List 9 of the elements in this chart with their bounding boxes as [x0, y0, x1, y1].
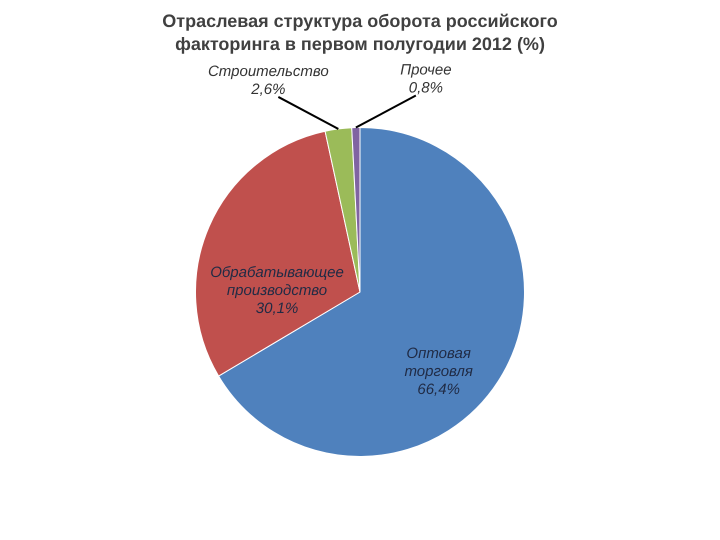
slice-label: Обрабатывающее производство: [210, 264, 344, 299]
chart-title: Отраслевая структура оборота российского факторинга в первом полугодии 2012 (%): [161, 10, 559, 56]
slice-label: Прочее: [400, 62, 452, 79]
data-label: 0,8%: [408, 80, 443, 97]
slice-label: Оптовая торговля: [404, 344, 473, 380]
data-label: 30,1%: [256, 300, 298, 317]
data-label: 2,6%: [250, 80, 286, 98]
data-label: 66,4%: [417, 380, 460, 398]
slice-label: Строительство: [208, 62, 329, 80]
